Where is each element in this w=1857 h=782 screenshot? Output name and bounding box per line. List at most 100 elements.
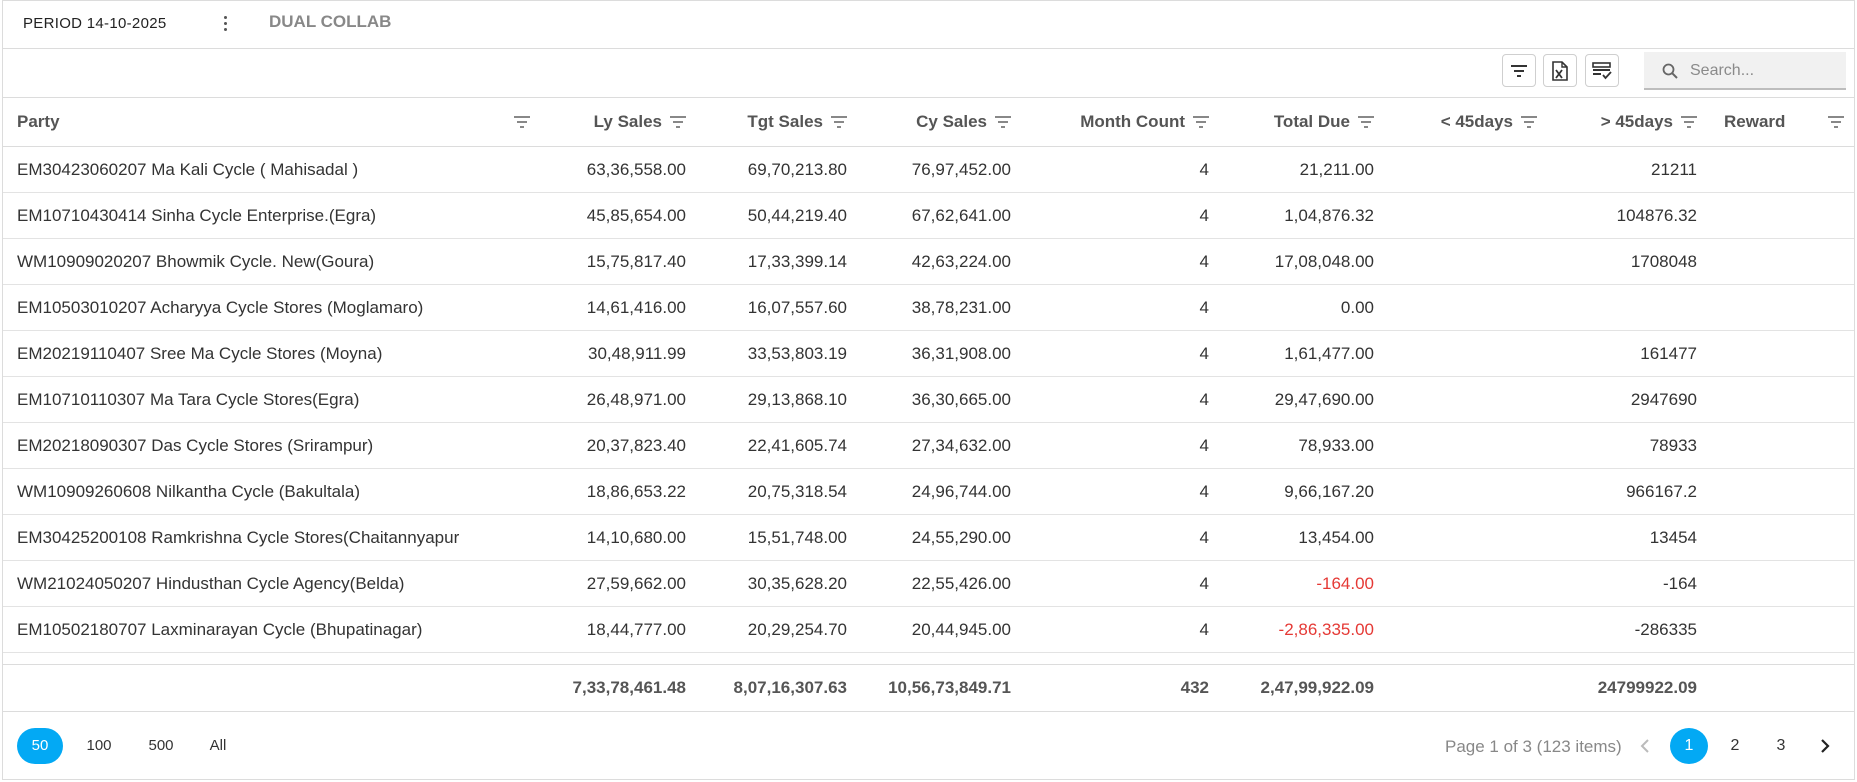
prev-page-icon[interactable]	[1636, 737, 1654, 755]
search-input[interactable]	[1688, 58, 1842, 84]
cell-month-count: 4	[1199, 482, 1209, 501]
cell-month-count: 4	[1199, 344, 1209, 363]
cell-ly-sales: 45,85,654.00	[586, 206, 686, 225]
page-button-2[interactable]: 2	[1730, 737, 1740, 754]
cell-month-count: 4	[1199, 436, 1209, 455]
period-title: PERIOD 14-10-2025	[23, 15, 167, 32]
page-button-3[interactable]: 3	[1776, 737, 1786, 754]
grid-header-row: Party Ly Sales Tgt Sales Cy Sales Month …	[3, 98, 1854, 147]
cell-lt45	[1374, 239, 1537, 284]
cell-month-count: 4	[1199, 390, 1209, 409]
export-excel-icon	[1552, 60, 1568, 81]
column-header-gt45days[interactable]: > 45days	[1537, 98, 1697, 146]
table-row[interactable]: EM10502180707 Laxminarayan Cycle (Bhupat…	[3, 607, 1854, 653]
table-row[interactable]: EM30425200108 Ramkrishna Cycle Stores(Ch…	[3, 515, 1854, 561]
totals-row: 7,33,78,461.48 8,07,16,307.63 10,56,73,8…	[3, 664, 1854, 712]
page-size-all[interactable]: All	[209, 737, 227, 754]
table-row[interactable]: EM20219110407 Sree Ma Cycle Stores (Moyn…	[3, 331, 1854, 377]
page-size-50[interactable]: 50	[17, 728, 63, 764]
column-header-reward[interactable]: Reward	[1724, 98, 1844, 146]
cell-gt45: -286335	[1634, 620, 1697, 639]
cell-reward	[1724, 147, 1844, 192]
column-header-lt45days[interactable]: < 45days	[1374, 98, 1537, 146]
next-page-icon[interactable]	[1816, 737, 1834, 755]
column-header-total-due[interactable]: Total Due	[1209, 98, 1374, 146]
page-size-500[interactable]: 500	[148, 737, 174, 754]
table-row[interactable]: EM10710110307 Ma Tara Cycle Stores(Egra)…	[3, 377, 1854, 423]
cell-cy-sales: 27,34,632.00	[911, 436, 1011, 455]
toolbar	[3, 48, 1854, 98]
cell-gt45: 966167.2	[1626, 482, 1697, 501]
cell-reward	[1724, 239, 1844, 284]
table-row[interactable]: EM30423060207 Ma Kali Cycle ( Mahisadal …	[3, 147, 1854, 193]
export-excel-button[interactable]	[1543, 54, 1577, 87]
more-options-icon[interactable]	[218, 13, 232, 35]
cell-lt45	[1374, 377, 1537, 422]
page-size-100[interactable]: 100	[86, 737, 112, 754]
cell-tgt-sales: 15,51,748.00	[747, 528, 847, 547]
cell-gt45: 104876.32	[1616, 206, 1697, 225]
cell-reward	[1724, 561, 1844, 606]
table-row[interactable]: EM10710430414 Sinha Cycle Enterprise.(Eg…	[3, 193, 1854, 239]
table-row[interactable]: WM21024050207 Hindusthan Cycle Agency(Be…	[3, 561, 1854, 607]
cell-party: EM30425200108 Ramkrishna Cycle Stores(Ch…	[17, 528, 460, 547]
cell-cy-sales: 24,55,290.00	[911, 528, 1011, 547]
filter-button[interactable]	[1502, 54, 1536, 87]
column-chooser-icon	[1592, 61, 1612, 79]
column-header-month-count[interactable]: Month Count	[1011, 98, 1209, 146]
cell-month-count: 4	[1199, 252, 1209, 271]
cell-lt45	[1374, 515, 1537, 560]
column-header-cy-sales[interactable]: Cy Sales	[847, 98, 1011, 146]
cell-tgt-sales: 20,29,254.70	[747, 620, 847, 639]
cell-tgt-sales: 50,44,219.40	[747, 206, 847, 225]
cell-total-due: 1,61,477.00	[1284, 344, 1374, 363]
cell-party: EM30423060207 Ma Kali Cycle ( Mahisadal …	[17, 160, 359, 179]
cell-cy-sales: 67,62,641.00	[911, 206, 1011, 225]
cell-tgt-sales: 29,13,868.10	[747, 390, 847, 409]
column-filter-icon[interactable]	[514, 116, 530, 128]
cell-reward	[1724, 377, 1844, 422]
cell-lt45	[1374, 607, 1537, 652]
cell-party: WM10909260608 Nilkantha Cycle (Bakultala…	[17, 482, 361, 501]
cell-tgt-sales: 20,75,318.54	[747, 482, 847, 501]
cell-cy-sales: 38,78,231.00	[911, 298, 1011, 317]
table-row[interactable]: WM10909020207 Bhowmik Cycle. New(Goura) 1…	[3, 239, 1854, 285]
cell-total-due: 9,66,167.20	[1284, 482, 1374, 501]
column-label: Tgt Sales	[747, 112, 823, 131]
table-row[interactable]: WM10909260608 Nilkantha Cycle (Bakultala…	[3, 469, 1854, 515]
column-filter-icon[interactable]	[1193, 116, 1209, 128]
search-box	[1644, 52, 1846, 90]
cell-cy-sales: 36,30,665.00	[911, 390, 1011, 409]
page-button-1[interactable]: 1	[1670, 728, 1708, 764]
table-row[interactable]: EM20218090307 Das Cycle Stores (Srirampu…	[3, 423, 1854, 469]
cell-total-due: 78,933.00	[1298, 436, 1374, 455]
cell-total-due: -164.00	[1316, 574, 1374, 593]
cell-lt45	[1374, 331, 1537, 376]
column-header-party[interactable]: Party	[17, 98, 530, 146]
cell-party: EM10502180707 Laxminarayan Cycle (Bhupat…	[17, 620, 423, 639]
cell-lt45	[1374, 469, 1537, 514]
column-filter-icon[interactable]	[1358, 116, 1374, 128]
column-header-ly-sales[interactable]: Ly Sales	[530, 98, 686, 146]
tab-dual-collab[interactable]: DUAL COLLAB	[269, 12, 392, 31]
cell-month-count: 4	[1199, 298, 1209, 317]
column-filter-icon[interactable]	[995, 116, 1011, 128]
column-label: Party	[17, 112, 60, 131]
column-header-tgt-sales[interactable]: Tgt Sales	[686, 98, 847, 146]
cell-party: WM10909020207 Bhowmik Cycle. New(Goura)	[17, 252, 375, 271]
table-row[interactable]: EM10503010207 Acharyya Cycle Stores (Mog…	[3, 285, 1854, 331]
cell-month-count: 4	[1199, 160, 1209, 179]
column-chooser-button[interactable]	[1585, 54, 1619, 87]
column-filter-icon[interactable]	[1521, 116, 1537, 128]
column-filter-icon[interactable]	[1681, 116, 1697, 128]
column-filter-icon[interactable]	[1828, 116, 1844, 128]
total-ly-sales: 7,33,78,461.48	[572, 678, 686, 697]
filter-icon	[1511, 64, 1527, 77]
column-filter-icon[interactable]	[670, 116, 686, 128]
column-filter-icon[interactable]	[831, 116, 847, 128]
cell-tgt-sales: 69,70,213.80	[747, 160, 847, 179]
cell-ly-sales: 20,37,823.40	[586, 436, 686, 455]
total-cy-sales: 10,56,73,849.71	[888, 678, 1011, 697]
cell-party: EM20219110407 Sree Ma Cycle Stores (Moyn…	[17, 344, 383, 363]
cell-ly-sales: 14,61,416.00	[586, 298, 686, 317]
